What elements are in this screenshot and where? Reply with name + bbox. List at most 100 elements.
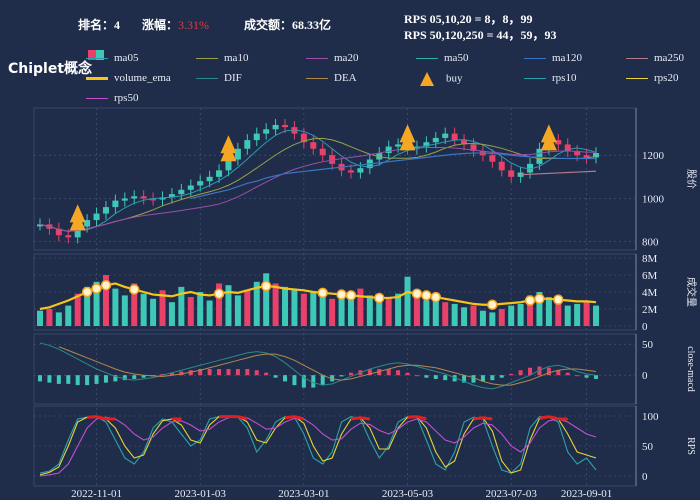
candle-body xyxy=(150,198,157,201)
macd-hist-bar xyxy=(292,375,297,386)
rps-strong-highlight xyxy=(482,416,493,421)
macd-hist-bar xyxy=(85,375,90,386)
macd-hist-bar xyxy=(141,375,146,378)
volume-signal-dot xyxy=(128,284,140,295)
rps-strong-highlight xyxy=(539,415,550,420)
candle-body xyxy=(112,200,119,208)
candle-body xyxy=(131,196,138,199)
rps-strong-highlight xyxy=(473,416,484,421)
macd-hist-bar xyxy=(462,375,467,383)
volume-signal-dot xyxy=(317,287,328,299)
volume-signal-dot xyxy=(260,280,272,292)
candle-body xyxy=(395,144,402,147)
volume-signal-dot xyxy=(336,289,347,300)
legend-label: ma20 xyxy=(334,52,359,64)
rps10-line xyxy=(39,416,597,474)
legend-swatch xyxy=(524,57,546,59)
legend-item-DEA: DEA xyxy=(306,72,357,84)
macd-hist-bar xyxy=(217,369,222,376)
volume-bar xyxy=(470,305,477,326)
candle-body xyxy=(517,172,524,177)
candle-body xyxy=(432,137,439,143)
volume-bar xyxy=(461,307,468,326)
volume-bar xyxy=(46,309,53,326)
volume-bar xyxy=(55,312,62,326)
candle-body xyxy=(470,144,477,151)
candle-body xyxy=(489,155,496,162)
change-readout: 涨幅：3.31% xyxy=(142,16,209,33)
candle-body xyxy=(178,189,185,195)
volume-bar xyxy=(272,283,279,326)
volume-bar xyxy=(319,295,326,326)
macd-hist-bar xyxy=(396,370,401,376)
rps-strong-highlight xyxy=(284,415,295,420)
candle-body xyxy=(234,148,241,160)
y-axis-label: 成交量 xyxy=(685,277,698,307)
rps20-line xyxy=(39,416,597,476)
volume-bar xyxy=(395,293,402,326)
volume-bar xyxy=(102,275,109,326)
volume-bar xyxy=(65,305,72,326)
macd-hist-bar xyxy=(367,369,372,376)
rank-label: 排名： xyxy=(78,18,115,32)
macd-hist-bar xyxy=(537,366,542,376)
macd-hist-bar xyxy=(254,370,259,376)
volume-signal-dot xyxy=(213,288,225,299)
candle-body xyxy=(291,127,298,134)
volume-bar xyxy=(451,303,458,326)
volume-bar xyxy=(74,293,81,326)
volume-bar xyxy=(517,303,524,326)
volume-bar xyxy=(225,285,232,326)
macd-hist-bar xyxy=(122,375,127,381)
legend-buy-marker-icon xyxy=(420,72,434,86)
legend-swatch xyxy=(306,57,328,59)
legend-item-ma50: ma50 xyxy=(416,52,468,64)
y-tick-label: 1200 xyxy=(642,150,665,162)
macd-hist-bar xyxy=(169,372,174,376)
dea-line xyxy=(58,346,597,386)
candle-body xyxy=(206,176,213,182)
volume-bar xyxy=(84,286,91,326)
volume-bar xyxy=(385,297,392,326)
candle-body xyxy=(583,155,590,158)
macd-hist-bar xyxy=(348,372,353,376)
turnover-value: 68.33亿 xyxy=(292,18,332,32)
volume-bar xyxy=(112,288,119,326)
macd-hist-bar xyxy=(556,370,561,376)
volume-bar xyxy=(244,290,251,326)
candle-body xyxy=(357,168,364,173)
y-tick-label: 0 xyxy=(642,370,648,382)
macd-hist-bar xyxy=(283,375,288,382)
title-swatch-red xyxy=(88,50,96,60)
macd-hist-bar xyxy=(188,370,193,376)
legend-label: DEA xyxy=(334,72,357,84)
legend-swatch xyxy=(306,77,328,79)
macd-hist-bar xyxy=(235,369,240,376)
volume-bar xyxy=(527,295,534,326)
volume-bar xyxy=(159,290,166,326)
macd-hist-bar xyxy=(518,370,523,376)
candle-body xyxy=(310,142,317,149)
rps-strong-highlight xyxy=(407,415,418,419)
legend-swatch xyxy=(86,57,108,59)
buy-signal-marker xyxy=(220,135,237,154)
volume-bar xyxy=(574,303,581,326)
rps-short-readout: RPS 05,10,20 = 8，8，99 xyxy=(404,12,533,26)
volume-bar xyxy=(442,302,449,326)
volume-bar xyxy=(140,293,147,326)
legend-item-buy: buy xyxy=(416,72,463,86)
candle-body xyxy=(37,224,43,227)
legend-label: rps20 xyxy=(654,72,679,84)
legend-swatch xyxy=(626,77,648,79)
y-tick-label: 2M xyxy=(642,304,658,316)
macd-hist-bar xyxy=(528,367,533,376)
macd-hist-bar xyxy=(414,375,419,377)
macd-hist-bar xyxy=(490,375,495,381)
candle-body xyxy=(93,213,100,221)
y-tick-label: 0 xyxy=(642,321,648,333)
macd-hist-bar xyxy=(103,375,108,383)
legend-item-rps10: rps10 xyxy=(524,72,576,84)
legend-label: rps10 xyxy=(552,72,577,84)
candle-body xyxy=(121,198,128,201)
macd-hist-bar xyxy=(480,375,485,382)
